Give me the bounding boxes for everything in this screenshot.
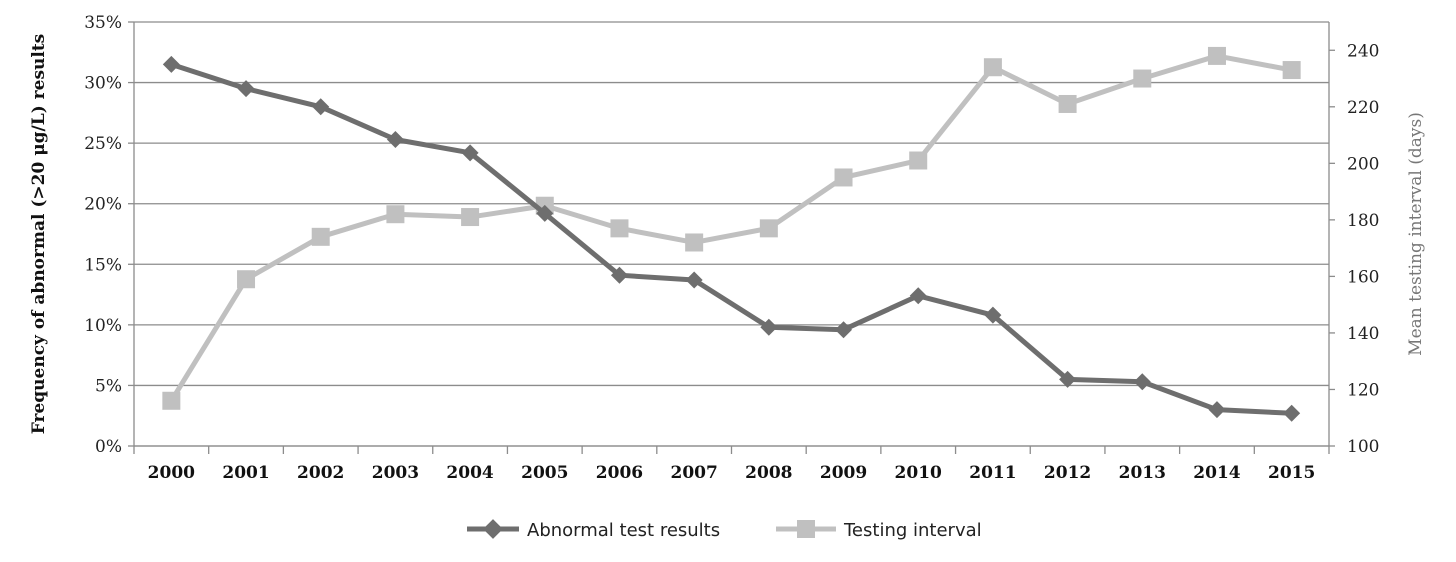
left-tick-label: 25% [84, 134, 122, 154]
right-tick-label: 220 [1347, 98, 1379, 118]
left-tick-label: 5% [95, 376, 122, 396]
x-tick-label: 2004 [446, 463, 493, 483]
x-tick-label: 2003 [372, 463, 419, 483]
x-axis-tick-labels: 2000 2001 2002 2003 2004 2005 2006 2007 2008 2009… [148, 463, 1316, 483]
data-point-square [685, 233, 704, 252]
data-point-diamond [984, 306, 1002, 324]
legend-item-abnormal: Abnormal test results [467, 519, 720, 541]
left-tick-label: 15% [84, 255, 122, 275]
x-tick-label: 2011 [969, 463, 1016, 483]
data-point-diamond [1283, 404, 1301, 422]
data-point-diamond [536, 204, 554, 222]
data-point-square [834, 168, 853, 187]
data-point-diamond [1133, 373, 1151, 391]
data-point-diamond [312, 98, 330, 116]
left-tick-label: 10% [84, 316, 122, 336]
data-point-diamond [386, 131, 404, 149]
legend-square-marker [797, 520, 815, 538]
legend-diamond-marker [483, 519, 503, 539]
data-point-square [1133, 69, 1152, 88]
data-point-square [1058, 94, 1077, 113]
data-point-diamond [162, 55, 180, 73]
x-tick-label: 2013 [1119, 463, 1166, 483]
data-point-diamond [909, 287, 927, 305]
series-abnormal-results [162, 55, 1301, 422]
x-tick-label: 2012 [1044, 463, 1091, 483]
left-tick-label: 30% [84, 74, 122, 94]
x-tick-label: 2002 [297, 463, 344, 483]
x-tick-label: 2015 [1268, 463, 1315, 483]
legend-item-interval: Testing interval [776, 520, 982, 541]
data-point-diamond [237, 80, 255, 98]
data-point-diamond [685, 271, 703, 289]
data-point-square [983, 58, 1002, 77]
series-line [169, 53, 1293, 403]
right-tick-label: 240 [1347, 41, 1379, 61]
data-point-square [610, 219, 629, 238]
gridlines [134, 21, 1329, 447]
x-tick-label: 2010 [895, 463, 942, 483]
series-layer [162, 46, 1301, 422]
data-point-square [909, 151, 928, 170]
data-point-square [1282, 61, 1301, 80]
x-tick-label: 2000 [148, 463, 195, 483]
x-tick-label: 2001 [222, 463, 269, 483]
data-point-square [1207, 46, 1226, 65]
right-axis-title: Mean testing interval (days) [1406, 112, 1426, 356]
x-tick-label: 2009 [820, 463, 867, 483]
x-tick-label: 2006 [596, 463, 643, 483]
data-point-diamond [461, 144, 479, 162]
right-tick-label: 120 [1347, 380, 1379, 400]
data-point-diamond [1208, 401, 1226, 419]
legend-label-interval: Testing interval [843, 520, 982, 541]
data-point-square [237, 270, 256, 289]
axes [128, 21, 1335, 454]
data-point-diamond [1059, 370, 1077, 388]
x-tick-label: 2014 [1193, 463, 1240, 483]
right-tick-label: 200 [1347, 154, 1379, 174]
right-tick-label: 180 [1347, 211, 1379, 231]
right-tick-label: 100 [1347, 437, 1379, 457]
left-tick-label: 0% [95, 437, 122, 457]
data-point-diamond [610, 266, 628, 284]
left-tick-label: 35% [84, 13, 122, 33]
x-tick-label: 2008 [745, 463, 792, 483]
data-point-square [311, 227, 330, 246]
right-tick-label: 140 [1347, 324, 1379, 344]
series-line [170, 62, 1292, 416]
data-point-square [759, 219, 778, 238]
data-point-diamond [835, 321, 853, 339]
legend: Abnormal test results Testing interval [467, 519, 982, 541]
data-point-diamond [760, 318, 778, 336]
left-tick-label: 20% [84, 195, 122, 215]
data-point-square [162, 391, 181, 410]
data-point-square [461, 208, 480, 227]
series-testing-interval [162, 46, 1301, 410]
left-axis-title: Frequency of abnormal (>20 μg/L) results [29, 34, 49, 435]
legend-label-abnormal: Abnormal test results [527, 520, 720, 541]
data-point-square [386, 205, 405, 224]
x-tick-label: 2005 [521, 463, 568, 483]
right-axis-tick-labels: 100 120 140 160 180 200 220 240 [1347, 41, 1379, 457]
left-axis-tick-labels: 0% 5% 10% 15% 20% 25% 30% 35% [84, 13, 122, 457]
right-tick-label: 160 [1347, 267, 1379, 287]
x-tick-label: 2007 [670, 463, 717, 483]
